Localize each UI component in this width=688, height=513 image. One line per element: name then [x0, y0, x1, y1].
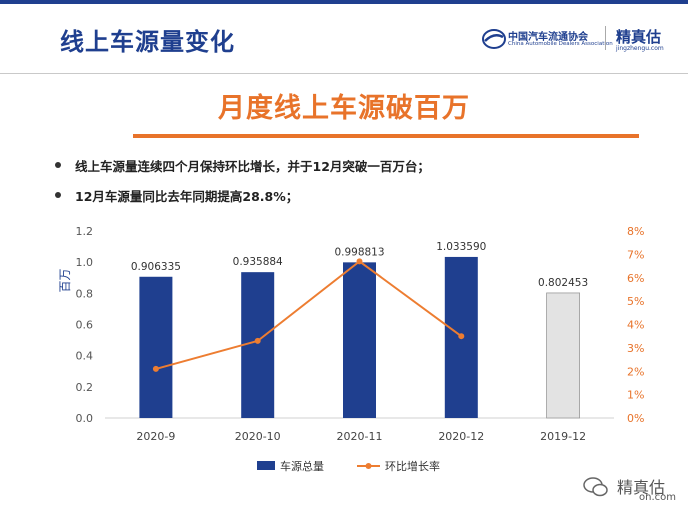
legend-line-marker: [365, 463, 372, 469]
x-tick-label: 2019-12: [540, 430, 586, 443]
growth-rate-point: [254, 337, 261, 344]
x-tick-label: 2020-10: [235, 430, 281, 443]
bar: [546, 292, 580, 419]
y-tick-label: 0.2: [76, 381, 94, 394]
headline: 月度线上车源破百万: [218, 93, 470, 124]
cada-logo: 中国汽车流通协会 China Automobile Dealers Associ…: [482, 26, 613, 52]
wechat-watermark: 精真估 on.com: [583, 470, 683, 510]
y2-tick-label: 6%: [627, 272, 644, 285]
cada-name-cn: 中国汽车流通协会: [508, 32, 588, 43]
headline-underline: [133, 134, 639, 138]
watermark-name: 精真估: [617, 478, 666, 497]
bullet-text: 12月车源量同比去年同期提高28.8%；: [75, 189, 299, 204]
legend-bar-swatch: [257, 461, 275, 470]
bar-value-label: 0.998813: [334, 246, 384, 258]
x-tick-label: 2020-11: [337, 430, 383, 443]
bar-value-label: 1.033590: [436, 241, 486, 253]
cada-logo-icon: [482, 29, 506, 49]
bullet-text: 线上车源量连续四个月保持环比增长，并于12月突破一百万台；: [75, 159, 430, 174]
watermark-url: on.com: [639, 492, 676, 503]
bar-value-label: 0.802453: [538, 277, 588, 289]
y-tick-label: 0.6: [76, 319, 94, 332]
growth-rate-point: [356, 258, 363, 265]
bullet-dot-icon: [55, 162, 61, 168]
y2-tick-label: 1%: [627, 389, 644, 402]
y2-tick-label: 2%: [627, 365, 644, 378]
x-tick-label: 2020-12: [438, 430, 484, 443]
growth-rate-line: [155, 260, 462, 370]
growth-rate-point: [152, 365, 159, 372]
x-tick-label: 2020-9: [136, 430, 175, 443]
y2-tick-label: 3%: [627, 342, 644, 355]
y-tick-label: 1.2: [76, 225, 94, 238]
bar: [241, 272, 275, 418]
y-tick-label: 0.0: [76, 412, 94, 425]
cada-name-en: China Automobile Dealers Association: [508, 41, 613, 47]
y-axis-title: 百万: [58, 268, 72, 292]
jzg-logo-name: 精真估: [616, 28, 662, 46]
y2-tick-label: 4%: [627, 319, 644, 332]
logo-separator: [605, 26, 606, 50]
slide-title: 线上车源量变化: [60, 28, 235, 56]
wechat-icon: [583, 477, 608, 497]
y-tick-label: 0.8: [76, 287, 94, 300]
bar: [343, 262, 376, 418]
bar: [139, 276, 173, 418]
y2-tick-label: 8%: [627, 225, 644, 238]
title-divider: [0, 73, 688, 74]
y-tick-label: 1.0: [76, 256, 94, 269]
y-tick-label: 0.4: [76, 350, 94, 363]
y2-tick-label: 0%: [627, 412, 644, 425]
y2-tick-label: 5%: [627, 295, 644, 308]
bar-value-label: 0.906335: [131, 261, 181, 273]
legend-bar-label: 车源总量: [280, 459, 324, 473]
legend-line-label: 环比增长率: [385, 459, 440, 473]
y2-tick-label: 7%: [627, 248, 644, 261]
jzg-logo-url: jingzhengu.com: [616, 45, 664, 52]
bullet-dot-icon: [55, 192, 61, 198]
top-accent-bar: [0, 0, 688, 4]
growth-rate-point: [458, 333, 465, 340]
jzg-logo: 精真估 jingzhengu.com: [612, 26, 682, 52]
bar-value-label: 0.935884: [233, 256, 283, 268]
